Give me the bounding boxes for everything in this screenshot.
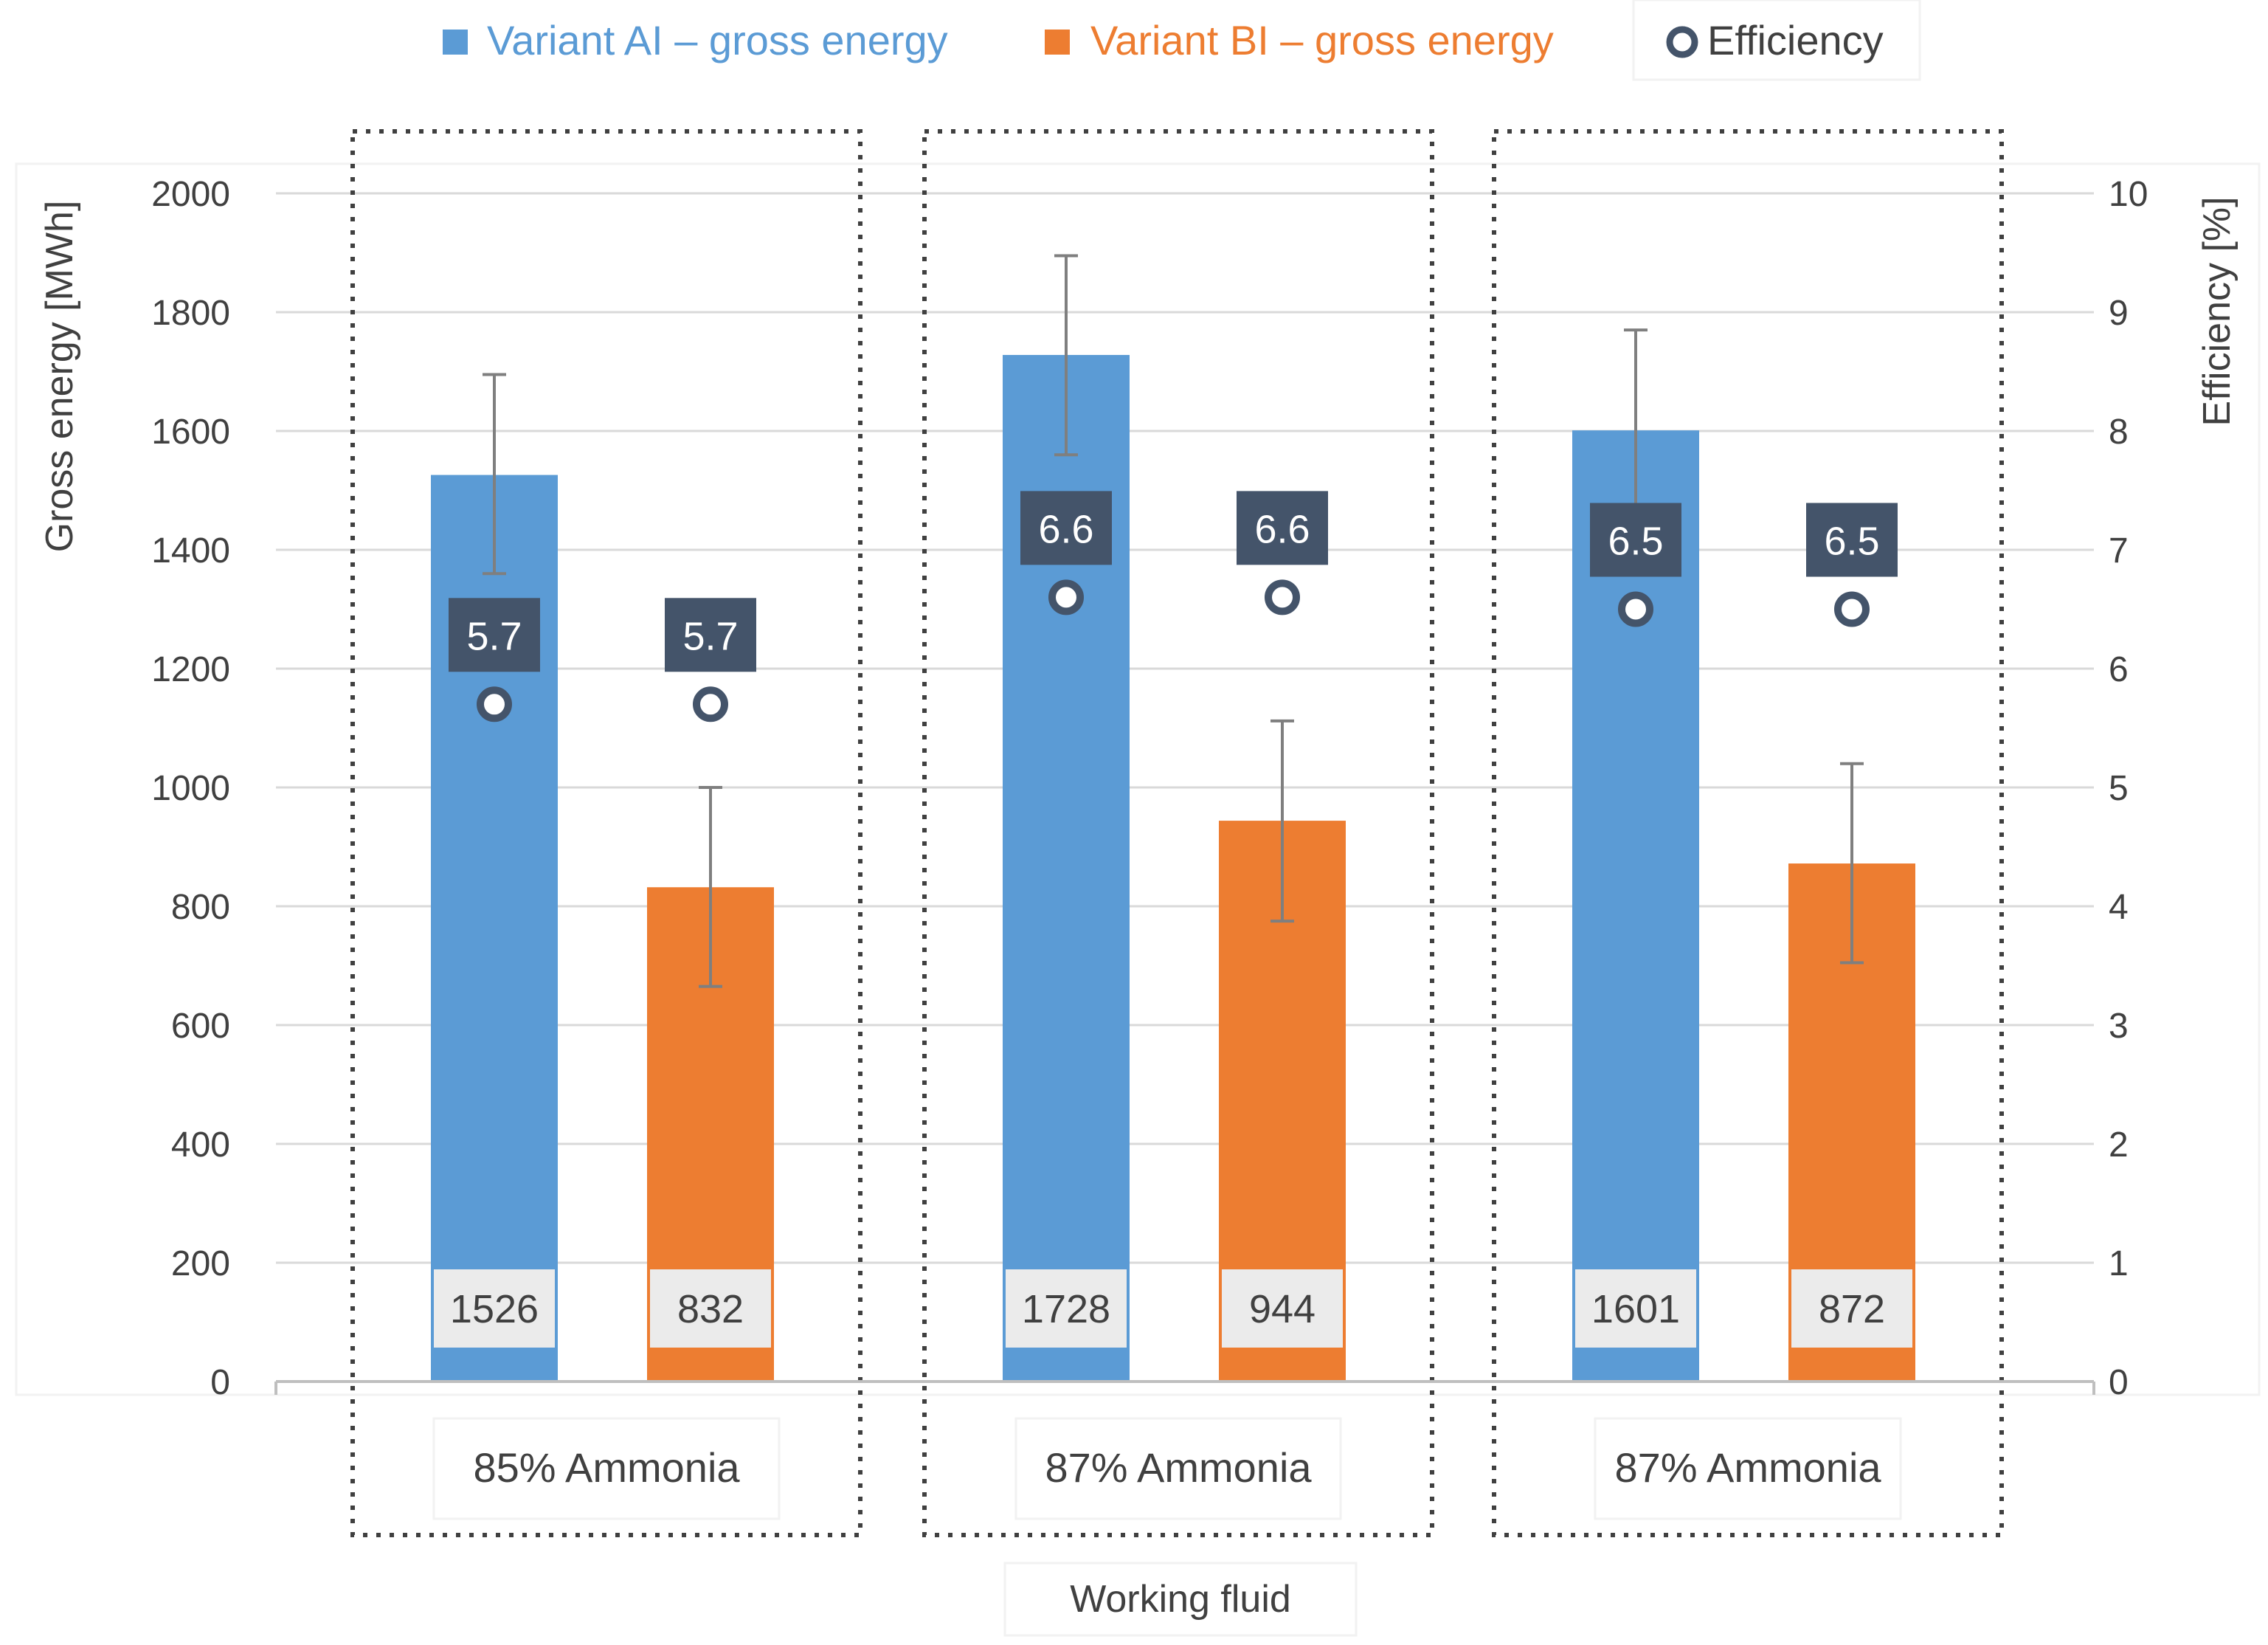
efficiency-label: 6.5 [1608, 520, 1663, 564]
y-tick-label: 2000 [151, 175, 230, 214]
y-tick-label: 800 [171, 888, 230, 927]
y-axis-title: Gross energy [MWh] [38, 201, 81, 553]
legend-label-variant-ai: Variant AI – gross energy [487, 17, 948, 63]
value-label: 1526 [450, 1287, 539, 1331]
y2-tick-label: 7 [2109, 531, 2129, 570]
legend-swatch-variant-bi [1045, 30, 1070, 55]
group-box [1492, 129, 2004, 1537]
efficiency-label-box [1020, 491, 1112, 565]
efficiency-series: 5.7 5.7 6.6 6.6 6.5 6.5 [449, 491, 1898, 723]
efficiency-point [1618, 591, 1653, 627]
efficiency-label: 5.7 [466, 614, 522, 658]
value-label-box [1575, 1269, 1696, 1348]
legend-marker-efficiency [1666, 26, 1698, 58]
efficiency-label: 6.5 [1824, 520, 1879, 564]
error-bars [483, 254, 1864, 988]
category-label-box [432, 1417, 781, 1520]
legend-swatch-variant-ai [443, 30, 468, 55]
legend-label-efficiency: Efficiency [1707, 17, 1884, 63]
efficiency-point [1265, 579, 1300, 615]
y2-tick-label: 6 [2109, 650, 2129, 689]
efficiency-label-box [665, 598, 756, 672]
y-tick-label: 600 [171, 1007, 230, 1046]
category-label: 85% Ammonia [473, 1444, 740, 1491]
group-boxes: 85% Ammonia 87% Ammonia 87% Ammonia [350, 129, 2004, 1537]
efficiency-label-box [1806, 503, 1898, 577]
y2-tick-label: 0 [2109, 1363, 2129, 1402]
y-tick-label: 1200 [151, 650, 230, 689]
y-tick-label: 1600 [151, 413, 230, 452]
value-label-box [650, 1269, 771, 1348]
efficiency-label: 5.7 [682, 614, 738, 658]
x-axis-title: Working fluid [1070, 1578, 1291, 1621]
value-label: 872 [1819, 1287, 1885, 1331]
efficiency-label-box [1590, 503, 1681, 577]
value-label-box [434, 1269, 555, 1348]
bars [431, 354, 1915, 1382]
axes: 0 200 400 600 800 1000 1200 1400 1600 1800 2000 0 1 2… [151, 175, 2148, 1402]
y2-tick-label: 5 [2109, 769, 2129, 808]
bar [1572, 430, 1699, 1382]
y-tick-label: 200 [171, 1244, 230, 1283]
group-box [922, 129, 1434, 1537]
y2-tick-label: 2 [2109, 1125, 2129, 1165]
group-box [350, 129, 862, 1537]
y2-tick-label: 1 [2109, 1244, 2129, 1283]
category-label-box [1014, 1417, 1342, 1520]
chart-area-frame [15, 162, 2261, 1396]
x-axis-title-box [1003, 1562, 1358, 1637]
efficiency-point [1834, 591, 1870, 627]
y2-tick-label: 3 [2109, 1007, 2129, 1046]
y-tick-label: 1400 [151, 531, 230, 570]
value-label: 944 [1249, 1287, 1315, 1331]
efficiency-point [477, 686, 512, 723]
y-tick-label: 0 [210, 1363, 230, 1402]
value-label-box [1791, 1269, 1912, 1348]
y-tick-label: 1800 [151, 294, 230, 333]
y2-tick-label: 4 [2109, 888, 2129, 927]
legend-efficiency-box [1632, 0, 1921, 81]
value-label: 1728 [1022, 1287, 1110, 1331]
y2-axis-title: Efficiency [%] [2196, 196, 2238, 426]
efficiency-label: 6.6 [1038, 507, 1093, 551]
efficiency-label-box [1237, 491, 1328, 565]
value-label: 832 [677, 1287, 744, 1331]
y2-tick-label: 10 [2109, 175, 2148, 214]
value-labels: 1526 832 1728 944 1601 872 [434, 1269, 1912, 1348]
value-label-box [1006, 1269, 1127, 1348]
category-label-box [1594, 1417, 1902, 1520]
efficiency-label-box [449, 598, 540, 672]
efficiency-label: 6.6 [1254, 507, 1310, 551]
legend-label-variant-bi: Variant BI – gross energy [1090, 17, 1554, 63]
y2-tick-label: 8 [2109, 413, 2129, 452]
y-tick-label: 400 [171, 1125, 230, 1165]
category-label: 87% Ammonia [1614, 1444, 1881, 1491]
category-label: 87% Ammonia [1045, 1444, 1312, 1491]
y2-tick-label: 9 [2109, 294, 2129, 333]
efficiency-point [693, 686, 728, 723]
y-tick-label: 1000 [151, 769, 230, 808]
value-label: 1601 [1591, 1287, 1680, 1331]
efficiency-point [1048, 579, 1084, 615]
legend: Variant AI – gross energy Variant BI – g… [443, 0, 1921, 81]
value-label-box [1222, 1269, 1343, 1348]
